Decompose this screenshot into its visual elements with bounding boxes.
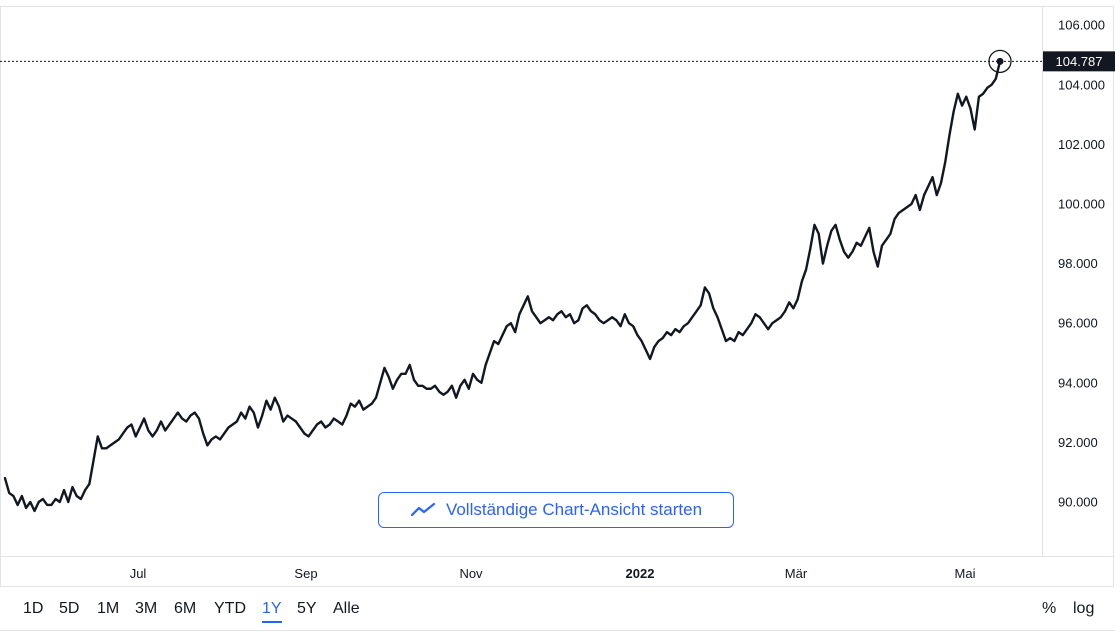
y-tick-label: 104.000 — [1058, 77, 1105, 92]
plot-area[interactable] — [0, 6, 1114, 587]
range-5y[interactable]: 5Y — [297, 600, 317, 617]
x-tick-label: 2022 — [626, 566, 655, 581]
y-tick-label: 94.000 — [1058, 375, 1098, 390]
y-tick-label: 102.000 — [1058, 137, 1105, 152]
price-series-line — [3, 60, 1002, 513]
log-scale-toggle[interactable]: log — [1073, 600, 1095, 617]
x-tick-label: Sep — [294, 566, 317, 581]
x-tick-label: Mai — [955, 566, 976, 581]
full-chart-view-label: Vollständige Chart-Ansicht starten — [445, 500, 703, 519]
last-point-marker — [996, 57, 1004, 65]
trend-line-icon — [410, 502, 436, 517]
range-1d[interactable]: 1D — [23, 600, 44, 617]
range-1y[interactable]: 1Y — [262, 600, 282, 623]
range-all[interactable]: Alle — [333, 600, 360, 617]
range-ytd[interactable]: YTD — [214, 600, 246, 617]
x-axis[interactable]: Jul Sep Nov 2022 Mär Mai — [130, 566, 976, 581]
full-chart-view-button[interactable]: Vollständige Chart-Ansicht starten — [378, 492, 734, 528]
y-tick-label: 96.000 — [1058, 316, 1098, 331]
y-tick-label: 90.000 — [1058, 495, 1098, 510]
range-5d[interactable]: 5D — [59, 600, 80, 617]
y-tick-label: 100.000 — [1058, 197, 1105, 212]
range-3m[interactable]: 3M — [135, 600, 158, 617]
last-point-ring — [988, 49, 1012, 73]
x-tick-label: Nov — [459, 566, 483, 581]
y-tick-label: 106.000 — [1058, 18, 1105, 33]
y-axis[interactable]: 106.000 104.000 102.000 100.000 98.000 96.000… — [1058, 18, 1105, 510]
x-tick-label: Jul — [130, 566, 147, 581]
y-tick-label: 92.000 — [1058, 435, 1098, 450]
last-price-label: 104.787 — [1043, 51, 1115, 72]
range-1m[interactable]: 1M — [97, 600, 120, 617]
last-price-label-text: 104.787 — [1056, 54, 1103, 69]
y-tick-label: 98.000 — [1058, 256, 1098, 271]
range-selector: 1D 5D 1M 3M 6M YTD 1Y 5Y Alle % log — [0, 587, 1115, 631]
x-tick-label: Mär — [785, 566, 808, 581]
percent-scale-toggle[interactable]: % — [1042, 600, 1057, 617]
range-6m[interactable]: 6M — [174, 600, 197, 617]
bottom-divider — [0, 630, 1115, 631]
